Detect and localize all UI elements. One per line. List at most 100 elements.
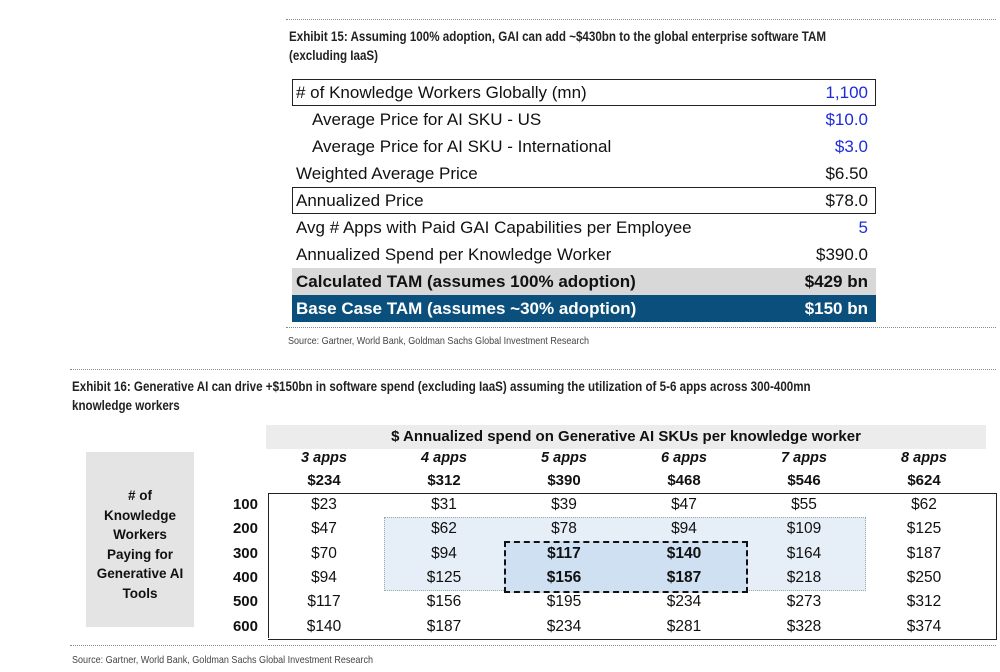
- side-label-line: Generative AI: [96, 566, 184, 581]
- row-workers-label: 100: [232, 496, 258, 513]
- matrix-cell: $55: [791, 496, 817, 513]
- matrix-cell: $218: [786, 569, 822, 586]
- row-value: $150 bn: [804, 299, 868, 318]
- side-label: # of Knowledge Workers Paying for Genera…: [86, 486, 194, 603]
- column-spend-label: $546: [787, 472, 821, 489]
- matrix-cell: $234: [546, 618, 582, 635]
- row-value: 5: [858, 218, 868, 237]
- matrix-cell: $156: [546, 569, 582, 586]
- exhibit15-title: Exhibit 15: Assuming 100% adoption, GAI …: [289, 27, 826, 65]
- matrix-cell: $195: [546, 593, 582, 610]
- matrix-cell: $234: [666, 593, 702, 610]
- row-workers-label: 200: [232, 520, 258, 537]
- matrix-cell: $328: [786, 618, 822, 635]
- side-label-line: Tools: [122, 585, 158, 601]
- column-spend-label: $234: [307, 472, 341, 489]
- spend-matrix-header: $ Annualized spend on Generative AI SKUs…: [266, 425, 986, 449]
- exhibit16-bottom-divider: [70, 645, 996, 646]
- column-spend-label: $624: [907, 472, 941, 489]
- matrix-cell: $70: [311, 545, 337, 562]
- column-spend-label: $390: [547, 472, 581, 489]
- matrix-cell: $31: [431, 496, 457, 513]
- exhibit15-source: Source: Gartner, World Bank, Goldman Sac…: [288, 335, 589, 347]
- matrix-cell: $250: [906, 569, 942, 586]
- exhibit16-top-divider: [70, 369, 996, 370]
- row-label: Weighted Average Price: [296, 164, 478, 183]
- matrix-cell: $125: [906, 520, 942, 537]
- row-value: $10.0: [825, 110, 868, 129]
- row-label: Annualized Price: [296, 191, 424, 210]
- exhibit16-title-line1: Exhibit 16: Generative AI can drive +$15…: [72, 379, 811, 394]
- matrix-cell: $156: [426, 593, 462, 610]
- row-label: Average Price for AI SKU - International: [312, 137, 612, 156]
- row-value: $429 bn: [804, 272, 868, 291]
- matrix-cell: $187: [426, 618, 462, 635]
- matrix-cell: $47: [311, 520, 337, 537]
- side-label-line: Knowledge: [103, 507, 176, 523]
- side-label-line: Paying for: [106, 546, 173, 562]
- row-value: $3.0: [834, 137, 868, 156]
- spend-matrix-frame-left: [268, 493, 269, 638]
- matrix-cell: $109: [786, 520, 822, 537]
- matrix-cell: $187: [666, 569, 702, 586]
- matrix-cell: $117: [547, 545, 581, 562]
- matrix-cell: $140: [666, 545, 702, 562]
- base-case-highlight-box: [504, 541, 748, 593]
- row-value: $78.0: [825, 191, 868, 210]
- matrix-cell: $94: [311, 569, 337, 586]
- matrix-cell: $23: [311, 496, 337, 513]
- row-label: Avg # Apps with Paid GAI Capabilities pe…: [296, 218, 692, 237]
- exhibit15-title-line1: Exhibit 15: Assuming 100% adoption, GAI …: [289, 29, 827, 44]
- tam-row-calculated-tam: Calculated TAM (assumes 100% adoption) $…: [292, 268, 876, 295]
- column-spend-label: $468: [667, 472, 701, 489]
- matrix-cell: $62: [911, 496, 937, 513]
- matrix-cell: $125: [426, 569, 462, 586]
- matrix-cell: $47: [671, 496, 697, 513]
- matrix-cell: $312: [906, 593, 942, 610]
- row-label: Base Case TAM (assumes ~30% adoption): [296, 299, 637, 318]
- tam-row-knowledge-workers: # of Knowledge Workers Globally (mn) 1,1…: [292, 79, 876, 106]
- matrix-cell: $164: [786, 545, 822, 562]
- side-label-box: [86, 452, 194, 627]
- row-workers-label: 600: [232, 618, 258, 635]
- exhibit16-source: Source: Gartner, World Bank, Goldman Sac…: [72, 654, 373, 666]
- column-apps-label: 7 apps: [781, 450, 827, 466]
- column-apps-label: 3 apps: [301, 450, 347, 466]
- exhibit16-title-line2: knowledge workers: [72, 398, 180, 413]
- row-value: $6.50: [825, 164, 868, 183]
- row-label: Calculated TAM (assumes 100% adoption): [296, 272, 636, 291]
- column-apps-label: 8 apps: [901, 450, 947, 466]
- column-apps-label: 5 apps: [541, 450, 587, 466]
- matrix-cell: $187: [906, 545, 942, 562]
- tam-row-avg-apps: Avg # Apps with Paid GAI Capabilities pe…: [292, 214, 876, 241]
- tam-row-weighted-price: Weighted Average Price $6.50: [292, 160, 876, 187]
- matrix-cell: $94: [671, 520, 697, 537]
- tam-row-price-us: Average Price for AI SKU - US $10.0: [292, 106, 876, 133]
- matrix-cell: $94: [431, 545, 457, 562]
- row-workers-label: 300: [232, 545, 258, 562]
- column-apps-label: 4 apps: [421, 450, 467, 466]
- tam-row-annualized-spend: Annualized Spend per Knowledge Worker $3…: [292, 241, 876, 268]
- matrix-cell: $39: [551, 496, 577, 513]
- row-label: Annualized Spend per Knowledge Worker: [296, 245, 612, 264]
- spend-matrix-frame: [268, 493, 997, 640]
- tam-row-price-intl: Average Price for AI SKU - International…: [292, 133, 876, 160]
- matrix-cell: $281: [666, 618, 702, 635]
- tam-row-base-case-tam: Base Case TAM (assumes ~30% adoption) $1…: [292, 295, 876, 322]
- exhibit16-title: Exhibit 16: Generative AI can drive +$15…: [72, 377, 811, 415]
- row-value: $390.0: [816, 245, 868, 264]
- row-workers-label: 400: [232, 569, 258, 586]
- matrix-cell: $374: [906, 618, 942, 635]
- row-label: Average Price for AI SKU - US: [312, 110, 542, 129]
- tam-row-annualized-price: Annualized Price $78.0: [292, 187, 876, 214]
- row-label: # of Knowledge Workers Globally (mn): [296, 83, 587, 102]
- exhibit15-title-line2: (excluding IaaS): [289, 48, 379, 63]
- row-workers-label: 500: [232, 593, 258, 610]
- column-spend-label: $312: [427, 472, 461, 489]
- matrix-cell: $117: [307, 593, 341, 610]
- row-value: 1,100: [825, 83, 868, 102]
- column-apps-label: 6 apps: [661, 450, 707, 466]
- matrix-cell: $78: [551, 520, 577, 537]
- matrix-cell: $273: [786, 593, 822, 610]
- side-label-line: # of: [127, 488, 152, 503]
